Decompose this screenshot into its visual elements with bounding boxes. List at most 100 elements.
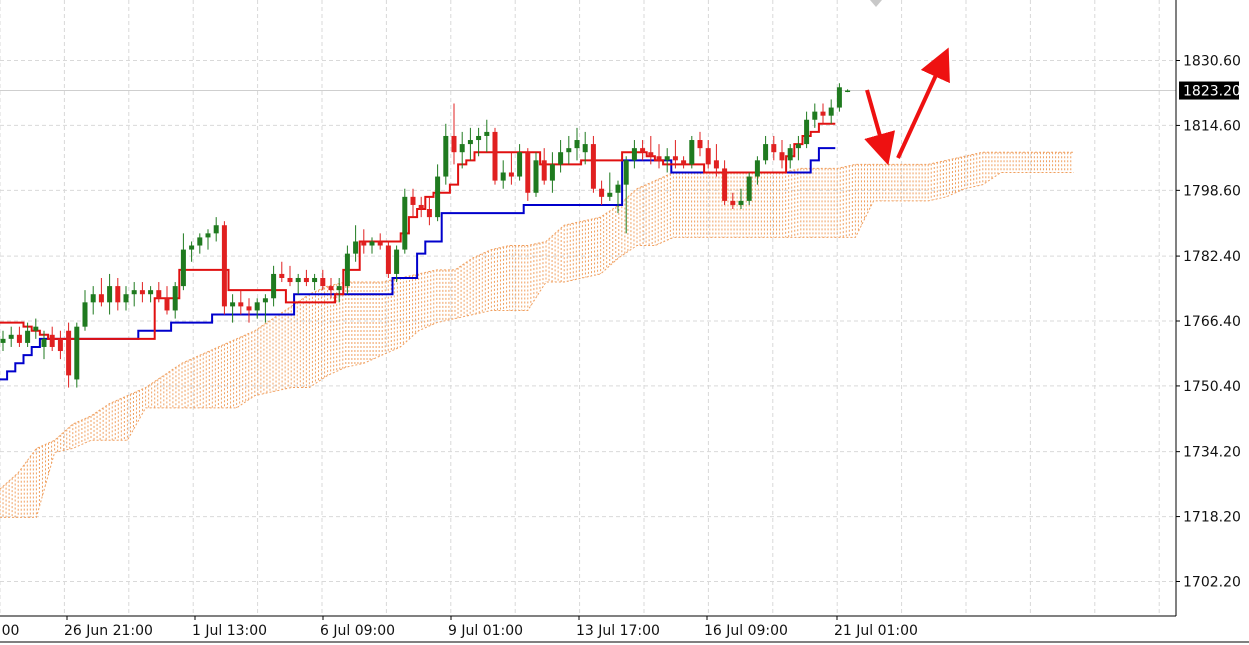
candle-body (623, 160, 629, 185)
candle (303, 269, 309, 287)
candle (0, 330, 6, 352)
candle-body (722, 168, 728, 201)
candle (41, 330, 47, 360)
candle-body (467, 140, 473, 145)
candle (246, 298, 252, 323)
candle-body (459, 144, 465, 153)
candle (336, 277, 342, 303)
candle (156, 282, 162, 303)
candle (148, 286, 154, 303)
candle (361, 229, 367, 254)
candle-body (795, 144, 801, 149)
candle-body (410, 196, 416, 205)
candle-body (361, 241, 367, 246)
candle-body (107, 286, 113, 303)
candle (787, 144, 793, 169)
candle (467, 127, 473, 161)
candle (123, 286, 129, 311)
candle-body (312, 277, 318, 283)
candle (344, 245, 350, 295)
last-price-label: 1823.20 (1183, 84, 1241, 100)
candle (353, 225, 359, 262)
candle (582, 131, 588, 165)
candle (476, 127, 482, 157)
candle (279, 261, 285, 283)
y-tick-label: 1734.20 (1183, 445, 1241, 461)
candlesticks (0, 83, 851, 388)
y-tick-label: 1798.60 (1183, 183, 1241, 199)
candle (107, 273, 113, 315)
candle-body (394, 249, 400, 274)
candle-body (385, 245, 391, 274)
candle-body (804, 119, 810, 145)
candle-body (57, 338, 63, 352)
candle-body (771, 144, 777, 153)
candle (590, 135, 596, 193)
annotation-arrows (864, 47, 950, 166)
candle-body (599, 188, 605, 197)
candle-body (344, 253, 350, 287)
candle-body (566, 148, 572, 153)
candle-body (246, 306, 252, 311)
candle (90, 286, 96, 315)
candle (271, 265, 277, 307)
ichimoku-cloud (0, 151, 1074, 518)
candle (369, 237, 375, 254)
candle-body (148, 290, 154, 295)
candle-body (451, 135, 457, 153)
candle (238, 290, 244, 315)
candle (804, 111, 810, 149)
candle (697, 131, 703, 157)
candle (172, 282, 178, 319)
candle (426, 196, 432, 226)
candle-body (426, 209, 432, 218)
candle-body (697, 140, 703, 149)
candle (320, 269, 326, 291)
tenkan-sen-line (0, 122, 836, 340)
y-tick-label: 1830.60 (1183, 54, 1241, 70)
candle-body (631, 148, 637, 161)
candle (394, 245, 400, 283)
candle-body (25, 330, 31, 343)
candle (574, 127, 580, 161)
x-tick-label: 1 Jul 13:00 (192, 623, 267, 639)
candle (689, 135, 695, 169)
candle-body (287, 277, 293, 283)
candle (8, 326, 14, 347)
candle (221, 221, 227, 315)
candle (746, 172, 752, 205)
senkou-span-b (0, 171, 1074, 518)
candle-body (484, 131, 490, 136)
candle-body (640, 148, 646, 153)
candle-body (295, 277, 301, 283)
candle-body (377, 241, 383, 246)
candle (533, 152, 539, 197)
candle-body (787, 148, 793, 161)
candle-body (541, 160, 547, 181)
candle-body (16, 334, 22, 343)
candle (312, 273, 318, 291)
candle-body (8, 334, 14, 339)
candle (492, 127, 498, 185)
candle (607, 172, 613, 201)
candle (754, 156, 760, 185)
candle (377, 233, 383, 250)
candle-body (336, 286, 342, 291)
candle-body (656, 156, 662, 161)
candle (205, 229, 211, 250)
candle-body (574, 140, 580, 149)
candle-body (131, 290, 137, 295)
candle (771, 135, 777, 161)
candle (566, 135, 572, 165)
candle (820, 103, 826, 124)
candle (508, 152, 514, 185)
candle-body (525, 152, 531, 193)
candle-body (418, 204, 424, 210)
candle-body (705, 148, 711, 165)
candle-body (836, 87, 842, 108)
down-arrow (864, 89, 896, 166)
grid (0, 0, 1176, 616)
candle (402, 188, 408, 254)
x-tick-label: 16 Jul 09:00 (704, 623, 788, 639)
x-tick-label: 21 Jul 01:00 (834, 623, 918, 639)
